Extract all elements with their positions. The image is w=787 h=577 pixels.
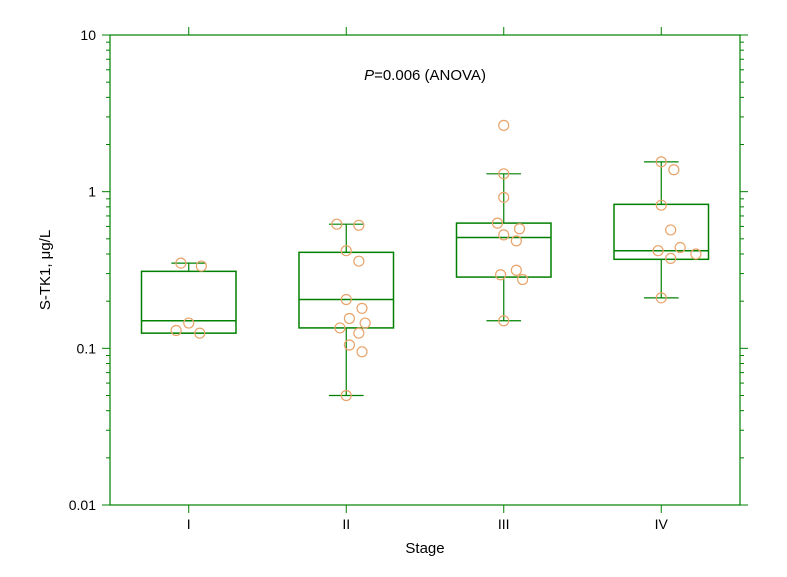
x-tick-label: II — [342, 516, 350, 532]
y-tick-label: 10 — [80, 27, 96, 43]
boxplot-chart: 0.010.1110IIIIIIIVS-TK1, μg/LStageP=0.00… — [0, 0, 787, 577]
chart-svg: 0.010.1110IIIIIIIVS-TK1, μg/LStageP=0.00… — [0, 0, 787, 577]
y-tick-label: 0.01 — [69, 497, 96, 513]
x-tick-label: III — [498, 516, 510, 532]
y-tick-label: 1 — [88, 184, 96, 200]
x-tick-label: I — [187, 516, 191, 532]
y-axis-label: S-TK1, μg/L — [37, 230, 54, 310]
y-tick-label: 0.1 — [77, 340, 97, 356]
x-tick-label: IV — [655, 516, 669, 532]
x-axis-label: Stage — [405, 540, 444, 557]
p-value-annotation: P=0.006 (ANOVA) — [364, 67, 486, 84]
